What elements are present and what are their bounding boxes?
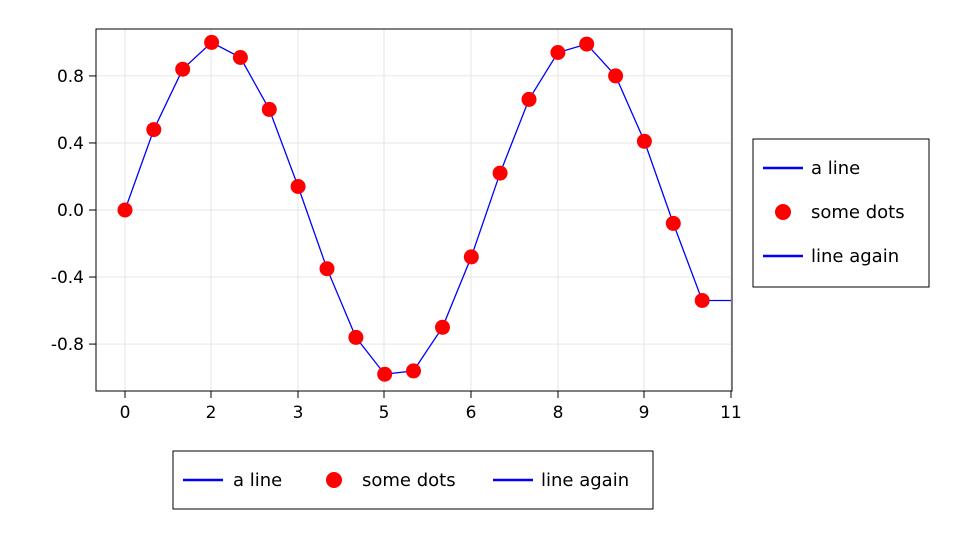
legend-bottom-frame (172, 450, 654, 510)
legend-bottom-swatch-some-dots (326, 472, 342, 488)
data-point (175, 61, 191, 77)
x-tick-label: 9 (639, 403, 650, 423)
data-point (319, 261, 335, 277)
grid (96, 29, 732, 391)
data-point (377, 366, 393, 382)
y-tick-label: -0.8 (51, 335, 84, 355)
legend-right-label-some-dots: some dots (811, 202, 905, 223)
legend-right-swatch-some-dots (775, 204, 791, 220)
data-point (694, 293, 710, 308)
legend-right: a line some dots line again (752, 138, 930, 288)
data-point (261, 101, 277, 117)
data-point (290, 179, 306, 194)
y-tick-label: 0.0 (57, 201, 84, 221)
data-point (117, 202, 133, 218)
y-tick-label: 0.8 (57, 67, 84, 87)
x-tick-label: 5 (379, 403, 390, 423)
data-point (636, 133, 652, 149)
legend-bottom-label-line-again: line again (541, 470, 629, 491)
data-point (232, 50, 248, 65)
legend-bottom: a line some dots line again (172, 450, 654, 510)
series-line-a-line (124, 41, 731, 375)
x-tick-label: 2 (206, 403, 217, 423)
x-tick-label: 11 (720, 403, 742, 423)
x-tick-label: 0 (120, 403, 131, 423)
legend-bottom-label-a-line: a line (233, 470, 282, 491)
data-point (146, 122, 162, 138)
legend-right-frame (752, 138, 930, 288)
data-point (204, 34, 220, 50)
y-tick-label: -0.4 (51, 268, 84, 288)
series-layer (117, 34, 731, 382)
legend-bottom-label-some-dots: some dots (362, 470, 456, 491)
data-point (550, 45, 566, 60)
data-point (608, 68, 624, 84)
data-point (521, 91, 537, 107)
data-point (579, 36, 595, 52)
y-axis: 0.8 0.4 0.0 -0.4 -0.8 (51, 67, 96, 355)
data-point (463, 249, 479, 265)
x-tick-label: 3 (293, 403, 304, 423)
x-tick-label: 8 (553, 403, 564, 423)
data-point (435, 319, 450, 335)
x-axis: 0 2 3 5 6 8 9 11 (120, 391, 742, 423)
data-point (406, 363, 421, 379)
x-tick-label: 6 (466, 403, 477, 423)
legend-right-label-line-again: line again (811, 246, 899, 267)
legend-right-label-a-line: a line (811, 158, 860, 179)
data-point (665, 215, 681, 231)
data-point (492, 165, 508, 181)
y-tick-label: 0.4 (57, 134, 84, 154)
data-point (348, 329, 364, 345)
